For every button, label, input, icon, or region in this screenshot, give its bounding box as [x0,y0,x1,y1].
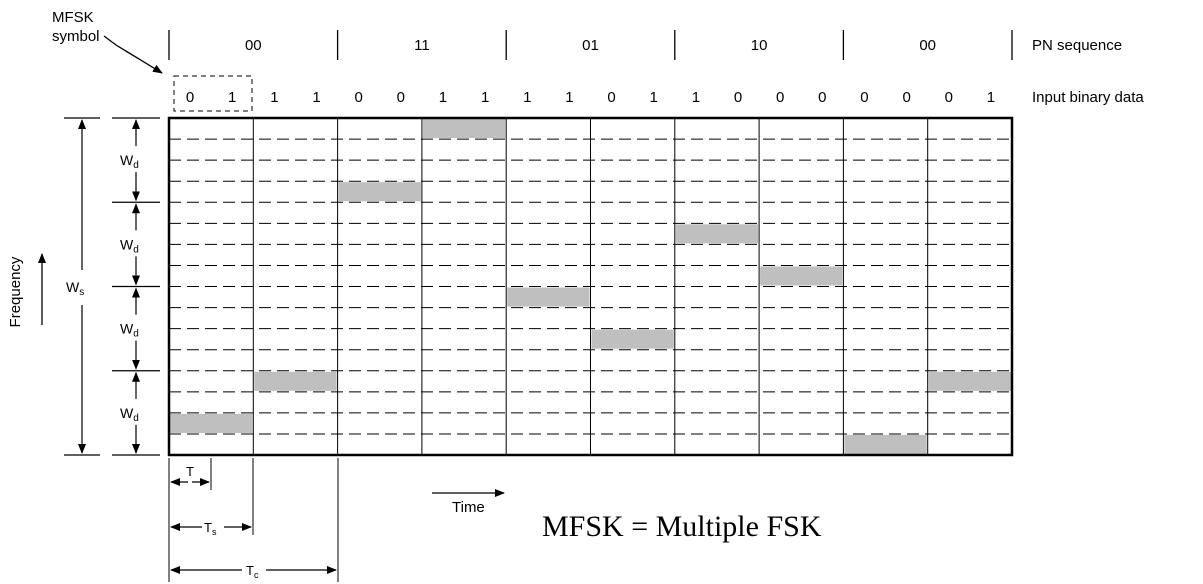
input-bit: 1 [481,89,489,106]
wd-label: Wd [120,236,139,255]
input-bit: 0 [776,89,784,106]
mfsk-symbol-dashed-box [173,75,253,112]
input-bit: 0 [902,89,910,106]
mfsk-symbol-label-line2: symbol [52,28,100,45]
input-bit: 0 [860,89,868,106]
input-binary-data-label: Input binary data [1032,89,1144,106]
mfsk-symbol-label-line1: MFSK [52,9,94,26]
input-bit: 0 [818,89,826,106]
wd-label: Wd [120,321,139,340]
ts-label: Ts [204,520,217,537]
t-label: T [186,464,194,479]
ws-label: Ws [66,279,84,298]
input-bit: 1 [650,89,658,106]
occupied-cell [928,371,1011,391]
wd-label: Wd [120,152,139,171]
input-bit: 0 [355,89,363,106]
occupied-cell [507,287,590,307]
occupied-cell [844,434,927,454]
mfsk-symbol-pointer-arrow [103,35,163,74]
input-bit: 0 [945,89,953,106]
input-bit: 1 [523,89,531,106]
pn-chip-value: 00 [245,37,262,54]
input-bit: 1 [565,89,573,106]
input-bit: 0 [607,89,615,106]
frequency-axis-label: Frequency [7,256,24,327]
input-bit: 1 [312,89,320,106]
input-bit: 1 [439,89,447,106]
input-bit: 1 [692,89,700,106]
pn-chip-value: 11 [414,37,430,54]
occupied-cell [338,182,421,202]
occupied-cell [760,266,843,286]
occupied-cell [254,371,337,391]
input-bit: 1 [987,89,995,106]
occupied-cell [422,119,506,139]
input-bit: 1 [270,89,278,106]
pn-chip-value: 10 [751,37,768,54]
occupied-cell [170,413,253,433]
pn-sequence-row: 00 11 01 10 00 [168,30,1013,60]
mfsk-formula: MFSK = Multiple FSK [542,510,822,543]
wd-label: Wd [120,405,139,424]
input-bit: 0 [734,89,742,106]
time-axis-label: Time [452,499,485,516]
occupied-cells [170,119,1011,454]
input-binary-data-row: 0 1 1 1 0 0 1 1 1 1 0 1 1 0 0 0 0 0 0 1 [186,89,995,106]
occupied-cell [675,224,759,244]
pn-sequence-label: PN sequence [1032,37,1122,54]
input-bit: 1 [228,89,236,106]
frequency-time-grid [167,116,1014,457]
tc-label: Tc [246,563,259,580]
occupied-cell [591,329,674,349]
pn-chip-value: 00 [919,37,936,54]
pn-chip-value: 01 [582,37,599,54]
grid-border [167,116,1014,457]
wd-band-markers: Wd Wd Wd Wd [112,117,160,456]
input-bit: 0 [186,89,194,106]
input-bit: 0 [397,89,405,106]
